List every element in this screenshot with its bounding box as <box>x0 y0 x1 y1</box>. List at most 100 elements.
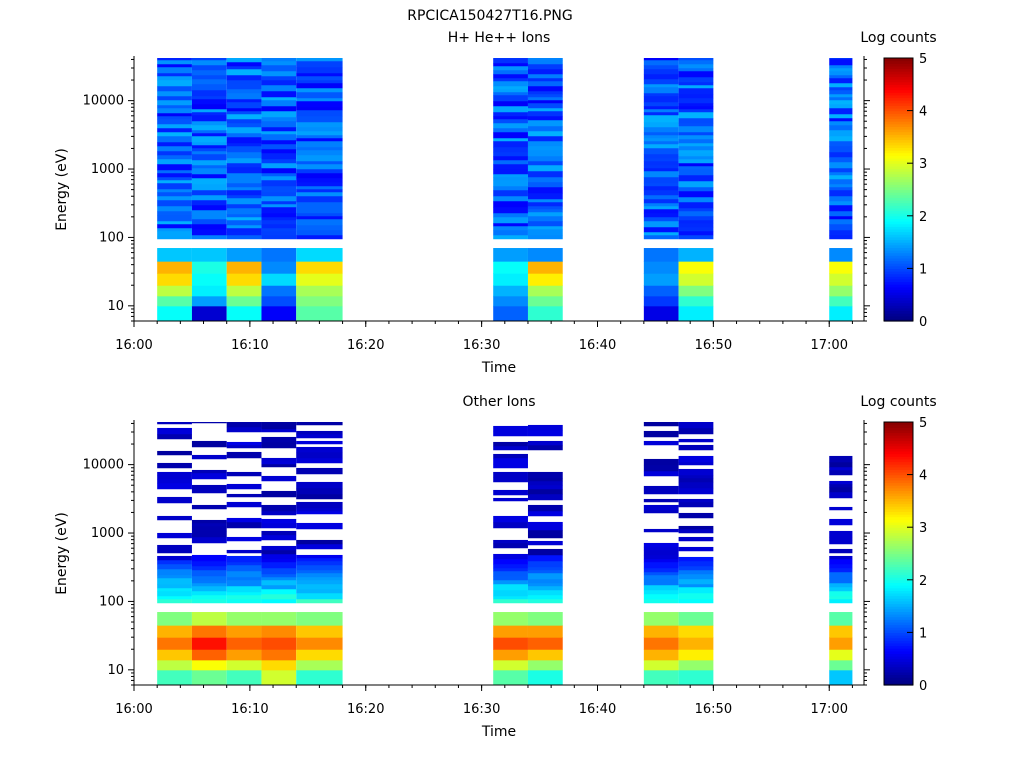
energy-cell <box>191 150 227 155</box>
energy-cell <box>527 248 563 262</box>
energy-cell <box>296 191 343 197</box>
colorbar-swatch <box>884 432 913 436</box>
energy-cell <box>493 476 528 483</box>
energy-cell <box>527 582 563 587</box>
energy-cell <box>157 176 192 181</box>
energy-cell <box>493 669 528 686</box>
energy-cell <box>226 145 262 153</box>
energy-cell <box>191 565 227 571</box>
energy-cell <box>643 170 679 178</box>
colorbar-swatch <box>884 152 913 156</box>
energy-cell <box>296 539 343 545</box>
energy-cell <box>678 546 714 552</box>
energy-cell <box>226 61 262 67</box>
energy-cell <box>296 669 343 686</box>
colorbar-swatch <box>884 221 913 225</box>
energy-cell <box>226 178 262 184</box>
colorbar-swatch <box>884 669 913 673</box>
energy-cell <box>261 475 297 482</box>
energy-cell <box>493 589 528 597</box>
colorbar-swatch <box>884 113 913 117</box>
energy-cell <box>493 430 528 437</box>
energy-cell <box>493 200 528 208</box>
colorbar-swatch <box>884 585 913 589</box>
energy-cell <box>157 433 192 440</box>
energy-cell <box>829 480 853 485</box>
energy-cell <box>296 201 343 209</box>
energy-cell <box>296 501 343 509</box>
colorbar-tick-label: 2 <box>919 210 927 225</box>
colorbar-swatch <box>884 516 913 520</box>
colorbar-swatch <box>884 456 913 460</box>
colorbar-swatch <box>884 632 913 636</box>
colorbar-swatch <box>884 606 913 610</box>
energy-cell <box>226 261 262 274</box>
time-bin-column <box>527 58 563 322</box>
energy-cell <box>829 548 853 554</box>
energy-cell <box>829 120 853 126</box>
energy-cell <box>296 637 343 650</box>
energy-cell <box>157 223 192 229</box>
energy-cell <box>527 85 563 92</box>
colorbar-swatch <box>884 466 913 470</box>
energy-cell <box>678 190 714 198</box>
energy-cell <box>493 463 528 469</box>
energy-cell <box>643 185 679 191</box>
energy-cell <box>191 560 227 567</box>
energy-cell <box>191 669 227 686</box>
energy-cell <box>296 261 343 274</box>
colorbar-swatch <box>884 482 913 486</box>
colorbar: 0 1 2 3 4 5 Log counts <box>860 30 936 330</box>
energy-cell <box>296 168 343 174</box>
energy-cell <box>157 559 192 565</box>
colorbar-swatch <box>884 624 913 628</box>
colorbar-swatch <box>884 556 913 560</box>
energy-cell <box>157 305 192 322</box>
energy-cell <box>678 155 714 160</box>
energy-cell <box>527 73 563 79</box>
colorbar-swatch <box>884 656 913 660</box>
colorbar-swatch <box>884 437 913 442</box>
energy-cell <box>678 525 714 530</box>
energy-cell <box>527 521 563 526</box>
energy-cell <box>191 212 227 220</box>
energy-cell <box>527 572 563 580</box>
energy-cell <box>261 441 297 449</box>
colorbar-swatch <box>884 611 913 615</box>
energy-cell <box>493 127 528 133</box>
colorbar-swatch <box>884 440 913 444</box>
energy-cell <box>157 169 192 174</box>
energy-cell <box>296 554 343 559</box>
energy-cell <box>643 470 679 477</box>
energy-cell <box>191 261 227 274</box>
energy-cell <box>493 598 528 604</box>
energy-cell <box>678 201 714 209</box>
energy-cell <box>527 110 563 117</box>
energy-cell <box>678 131 714 136</box>
energy-cell <box>643 216 679 222</box>
energy-cell <box>296 522 343 530</box>
energy-cell <box>191 108 227 113</box>
energy-cell <box>678 669 714 686</box>
y-tick-label: 100 <box>99 230 124 245</box>
energy-cell <box>191 189 227 196</box>
time-bin-column <box>829 58 853 322</box>
energy-cell <box>261 58 297 62</box>
energy-cell <box>527 540 563 546</box>
energy-cell <box>643 226 679 233</box>
energy-cell <box>261 612 297 626</box>
energy-cell <box>527 225 563 230</box>
energy-cell <box>191 129 227 134</box>
colorbar-swatch <box>884 68 913 72</box>
energy-cell <box>296 569 343 574</box>
energy-cell <box>191 124 227 131</box>
energy-cell <box>296 583 343 590</box>
energy-cell <box>191 135 227 143</box>
energy-cell <box>191 273 227 286</box>
colorbar-swatch <box>884 461 913 465</box>
energy-cell <box>261 167 297 174</box>
energy-cell <box>829 124 853 131</box>
energy-cell <box>643 498 679 503</box>
energy-cell <box>157 58 192 61</box>
energy-cell <box>493 151 528 157</box>
